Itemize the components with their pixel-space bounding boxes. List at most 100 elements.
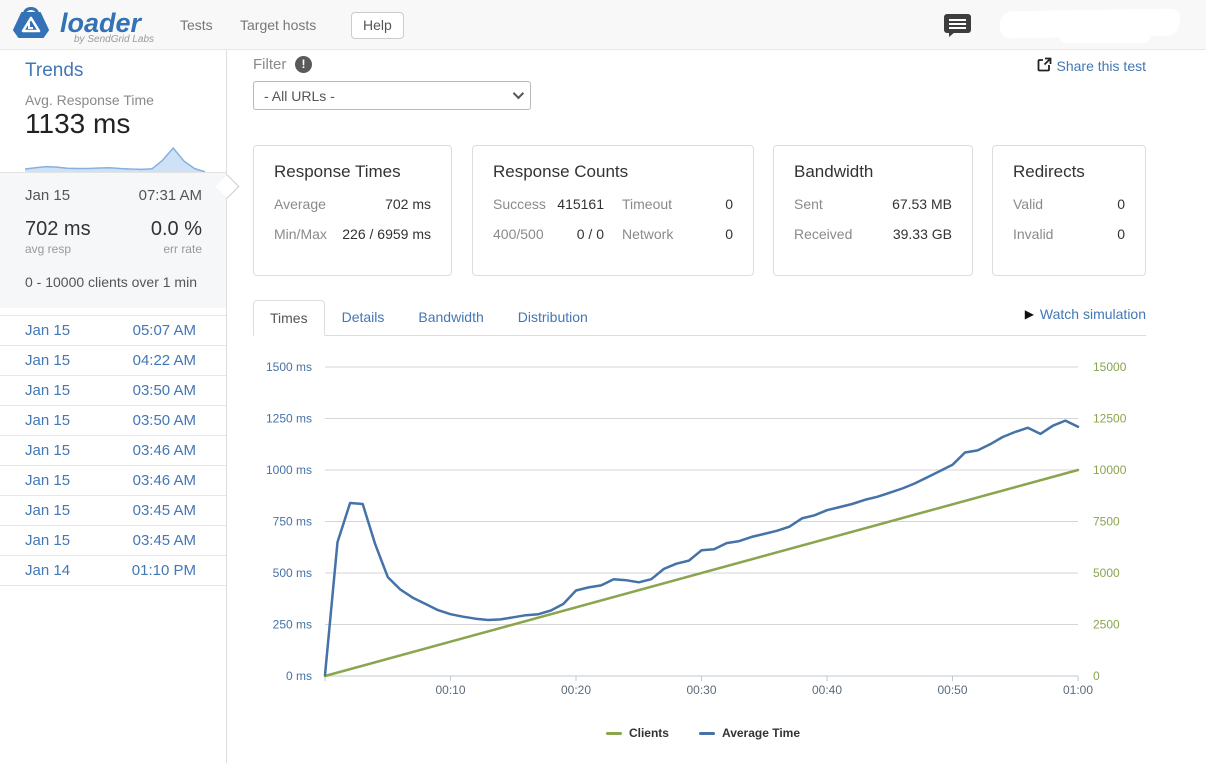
svg-text:0 ms: 0 ms: [286, 669, 312, 683]
history-item[interactable]: Jan 15 03:50 AM: [0, 406, 226, 436]
history-date: Jan 15: [25, 322, 71, 339]
share-link-label: Share this test: [1056, 58, 1147, 74]
history-time: 03:50 AM: [132, 382, 196, 399]
play-icon: ▶: [1024, 307, 1034, 321]
watch-simulation-link[interactable]: ▶ Watch simulation: [1025, 306, 1146, 322]
history-item[interactable]: Jan 15 03:45 AM: [0, 496, 226, 526]
avg-response-time-value: 1133 ms: [25, 108, 131, 139]
svg-text:750 ms: 750 ms: [273, 515, 312, 529]
svg-text:1250 ms: 1250 ms: [266, 412, 312, 426]
selected-test-date: Jan 15: [25, 187, 71, 204]
history-time: 03:45 AM: [132, 502, 196, 519]
history-date: Jan 15: [25, 352, 71, 369]
svg-text:00:40: 00:40: [812, 683, 842, 697]
stat-label: Sent: [794, 196, 823, 212]
history-item[interactable]: Jan 15 04:22 AM: [0, 346, 226, 376]
watch-simulation-label: Watch simulation: [1039, 306, 1146, 322]
history-time: 03:50 AM: [132, 412, 196, 429]
legend-label: Clients: [628, 726, 669, 740]
svg-text:15000: 15000: [1093, 360, 1127, 374]
svg-text:7500: 7500: [1093, 515, 1120, 529]
clients-series-swatch: [605, 731, 622, 735]
loader-weight-icon: [10, 4, 52, 51]
history-date: Jan 15: [25, 502, 71, 519]
stat-label: Average: [274, 196, 326, 212]
legend-label: Average Time: [721, 726, 801, 740]
main-chart-svg: 0 ms 250 ms 500 ms 750 ms 1000 ms 1250 ms 1500…: [266, 360, 1127, 697]
history-item[interactable]: Jan 15 03:46 AM: [0, 436, 226, 466]
history-item[interactable]: Jan 15 03:50 AM: [0, 376, 226, 406]
chat-icon[interactable]: [943, 13, 972, 43]
history-date: Jan 15: [25, 442, 71, 459]
tab-times[interactable]: Times: [253, 300, 325, 336]
legend-item-clients[interactable]: Clients: [605, 726, 669, 740]
history-date: Jan 15: [25, 532, 71, 549]
bandwidth-card: Bandwidth Sent 67.53 MB Received 39.33 GB: [773, 145, 973, 276]
stat-label: Valid: [1013, 196, 1044, 212]
stat-value: 39.33 GB: [892, 226, 952, 242]
card-title: Response Counts: [493, 162, 629, 181]
svg-text:00:20: 00:20: [561, 683, 591, 697]
svg-text:250 ms: 250 ms: [273, 618, 312, 632]
svg-text:0: 0: [1093, 669, 1100, 683]
chart-legend: Clients Average Time: [253, 726, 1153, 740]
svg-text:12500: 12500: [1093, 412, 1127, 426]
svg-text:00:10: 00:10: [435, 683, 465, 697]
tab-details[interactable]: Details: [341, 309, 385, 325]
history-item[interactable]: Jan 15 03:46 AM: [0, 466, 226, 496]
nav-item-tests[interactable]: Tests: [180, 17, 213, 33]
stat-value: 0 / 0: [576, 226, 604, 242]
history-time: 01:10 PM: [131, 562, 196, 579]
selected-err-rate-value: 0.0 %: [150, 218, 202, 240]
selected-test-item[interactable]: Jan 15 07:31 AM 702 ms avg resp 0.0 % er…: [0, 172, 226, 308]
svg-text:01:00: 01:00: [1063, 683, 1093, 697]
trends-sidebar: Trends Avg. Response Time 1133 ms Jan 15…: [0, 50, 240, 763]
history-time: 03:46 AM: [132, 442, 196, 459]
history-date: Jan 14: [25, 562, 71, 579]
times-chart: 0 ms 250 ms 500 ms 750 ms 1000 ms 1250 ms 1500…: [253, 348, 1153, 708]
test-history-list: Jan 15 05:07 AM Jan 15 04:22 AM Jan 15 03:5…: [0, 315, 226, 586]
legend-item-average-time[interactable]: Average Time: [698, 726, 801, 740]
stat-value: 0: [1117, 196, 1125, 212]
url-filter-select[interactable]: - All URLs -: [253, 81, 531, 110]
svg-text:5000: 5000: [1093, 566, 1120, 580]
stat-label: Timeout: [622, 196, 673, 212]
stat-label: Network: [622, 226, 674, 242]
history-item[interactable]: Jan 15 05:07 AM: [0, 315, 226, 346]
redacted-account-info-2: [1060, 33, 1150, 43]
stat-label: Min/Max: [274, 226, 327, 242]
history-item[interactable]: Jan 14 01:10 PM: [0, 556, 226, 586]
history-time: 03:46 AM: [132, 472, 196, 489]
stat-value: 415161: [557, 196, 604, 212]
selected-avg-resp-value: 702 ms: [25, 218, 91, 240]
stat-value: 67.53 MB: [892, 196, 952, 212]
nav-item-target-hosts[interactable]: Target hosts: [240, 17, 317, 33]
card-title: Redirects: [1013, 162, 1085, 181]
svg-text:00:50: 00:50: [937, 683, 967, 697]
selected-test-time: 07:31 AM: [138, 187, 202, 204]
stat-value: 226 / 6959 ms: [342, 226, 431, 242]
history-item[interactable]: Jan 15 03:45 AM: [0, 526, 226, 556]
stat-label: Received: [794, 226, 853, 242]
stat-label: Invalid: [1013, 226, 1054, 242]
stat-label: 400/500: [493, 226, 544, 242]
history-time: 03:45 AM: [132, 532, 196, 549]
svg-text:2500: 2500: [1093, 618, 1120, 632]
brand-logo[interactable]: loader by SendGrid Labs: [10, 4, 154, 51]
brand-name: loader: [60, 8, 142, 38]
help-button[interactable]: Help: [351, 12, 404, 39]
filter-info-icon[interactable]: !: [295, 56, 312, 73]
stat-value: 0: [1117, 226, 1125, 242]
stat-value: 0: [725, 196, 733, 212]
history-date: Jan 15: [25, 472, 71, 489]
selected-err-rate-label: err rate: [163, 242, 202, 256]
share-test-link[interactable]: Share this test: [1037, 57, 1147, 75]
tab-distribution[interactable]: Distribution: [517, 309, 588, 325]
brand-subtitle: by SendGrid Labs: [74, 34, 155, 45]
stat-label: Success: [493, 196, 546, 212]
history-time: 04:22 AM: [132, 352, 196, 369]
tab-bandwidth[interactable]: Bandwidth: [418, 309, 484, 325]
avg-response-time-label: Avg. Response Time: [25, 92, 154, 108]
card-title: Bandwidth: [794, 162, 874, 181]
